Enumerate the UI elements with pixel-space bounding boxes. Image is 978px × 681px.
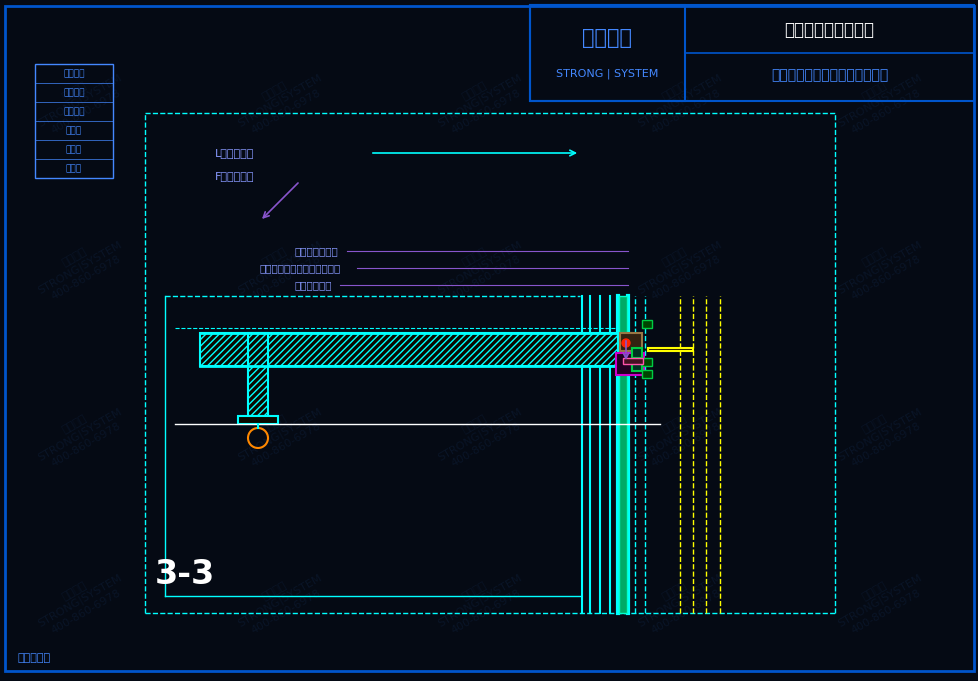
Text: 西创系统
STRONG|SYSTEM
400-860-6978: 西创系统 STRONG|SYSTEM 400-860-6978: [30, 396, 130, 473]
Text: 西创系统
STRONG|SYSTEM
400-860-6978: 西创系统 STRONG|SYSTEM 400-860-6978: [230, 396, 330, 473]
Bar: [529, 5, 685, 101]
Bar: [647, 348, 692, 351]
Text: 3-3: 3-3: [155, 558, 215, 591]
Text: 阿那亚雾灵山图书馆: 阿那亚雾灵山图书馆: [783, 21, 873, 39]
Text: 西创系统
STRONG|SYSTEM
400-860-6978: 西创系统 STRONG|SYSTEM 400-860-6978: [630, 229, 729, 306]
Text: 西创系统
STRONG|SYSTEM
400-860-6978: 西创系统 STRONG|SYSTEM 400-860-6978: [30, 63, 130, 140]
Text: 西创系统
STRONG|SYSTEM
400-860-6978: 西创系统 STRONG|SYSTEM 400-860-6978: [829, 63, 929, 140]
Text: 西创系统
STRONG|SYSTEM
400-860-6978: 西创系统 STRONG|SYSTEM 400-860-6978: [430, 396, 529, 473]
Bar: [632, 359, 642, 371]
Text: 大跨度: 大跨度: [66, 126, 82, 135]
Text: 专利产品！: 专利产品！: [18, 653, 51, 663]
Bar: [642, 358, 651, 366]
Bar: [529, 5, 973, 101]
Text: 西创系统
STRONG|SYSTEM
400-860-6978: 西创系统 STRONG|SYSTEM 400-860-6978: [430, 563, 529, 639]
Bar: [617, 333, 632, 356]
Text: 西创系统
STRONG|SYSTEM
400-860-6978: 西创系统 STRONG|SYSTEM 400-860-6978: [829, 229, 929, 306]
Bar: [622, 358, 643, 364]
Text: F型精制钢柱: F型精制钢柱: [215, 171, 254, 181]
Text: 橡胶隔热垫块: 橡胶隔热垫块: [294, 280, 333, 290]
Text: 西创系统
STRONG|SYSTEM
400-860-6978: 西创系统 STRONG|SYSTEM 400-860-6978: [30, 563, 130, 639]
Bar: [632, 348, 642, 358]
Text: 西创系统
STRONG|SYSTEM
400-860-6978: 西创系统 STRONG|SYSTEM 400-860-6978: [829, 396, 929, 473]
Text: 西创金属科技（江苏）有限公司: 西创金属科技（江苏）有限公司: [770, 68, 887, 82]
Bar: [247, 333, 268, 416]
Bar: [200, 333, 617, 366]
Text: 西创系统
STRONG|SYSTEM
400-860-6978: 西创系统 STRONG|SYSTEM 400-860-6978: [230, 229, 330, 306]
Circle shape: [621, 339, 630, 347]
Bar: [615, 353, 644, 375]
Text: 安全防火: 安全防火: [64, 69, 85, 78]
Text: 西创系统: 西创系统: [582, 28, 632, 48]
Text: 西创系统
STRONG|SYSTEM
400-860-6978: 西创系统 STRONG|SYSTEM 400-860-6978: [829, 563, 929, 639]
Bar: [619, 333, 642, 351]
Text: 西创系统
STRONG|SYSTEM
400-860-6978: 西创系统 STRONG|SYSTEM 400-860-6978: [430, 229, 529, 306]
Text: 西创系统
STRONG|SYSTEM
400-860-6978: 西创系统 STRONG|SYSTEM 400-860-6978: [630, 63, 729, 140]
Text: 更纤细: 更纤细: [66, 164, 82, 173]
Text: 西创系统
STRONG|SYSTEM
400-860-6978: 西创系统 STRONG|SYSTEM 400-860-6978: [630, 396, 729, 473]
Bar: [642, 320, 651, 328]
Text: 西创系统
STRONG|SYSTEM
400-860-6978: 西创系统 STRONG|SYSTEM 400-860-6978: [430, 63, 529, 140]
Bar: [642, 370, 651, 378]
Text: L型精制钢柱: L型精制钢柱: [215, 148, 254, 158]
Bar: [238, 416, 278, 424]
Text: 大通透: 大通透: [66, 145, 82, 154]
Text: 超级防腐: 超级防腐: [64, 107, 85, 116]
Bar: [35, 64, 112, 178]
Text: 西创系统
STRONG|SYSTEM
400-860-6978: 西创系统 STRONG|SYSTEM 400-860-6978: [630, 563, 729, 639]
Bar: [618, 296, 626, 613]
Text: 环保节能: 环保节能: [64, 88, 85, 97]
Text: 西创系统
STRONG|SYSTEM
400-860-6978: 西创系统 STRONG|SYSTEM 400-860-6978: [30, 229, 130, 306]
Text: 公母螺栓（专利、连续栓接）: 公母螺栓（专利、连续栓接）: [260, 263, 341, 273]
Text: 西创系统
STRONG|SYSTEM
400-860-6978: 西创系统 STRONG|SYSTEM 400-860-6978: [230, 563, 330, 639]
Text: STRONG | SYSTEM: STRONG | SYSTEM: [556, 69, 658, 80]
Text: 铝合金型材端头: 铝合金型材端头: [294, 246, 338, 256]
Text: 西创系统
STRONG|SYSTEM
400-860-6978: 西创系统 STRONG|SYSTEM 400-860-6978: [230, 63, 330, 140]
